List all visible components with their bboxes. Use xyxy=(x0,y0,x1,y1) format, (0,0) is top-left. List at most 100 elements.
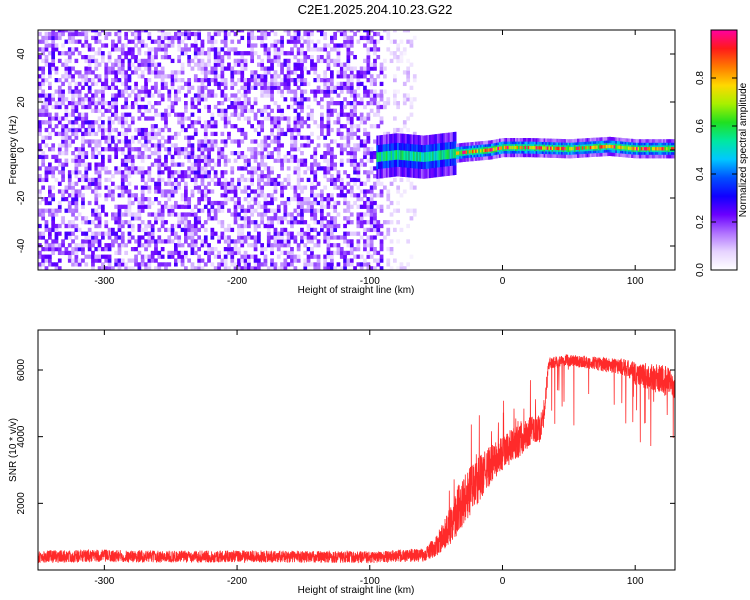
heatmap-cell xyxy=(230,189,235,194)
heatmap-cell xyxy=(230,227,235,233)
heatmap-cell xyxy=(77,112,82,117)
heatmap-cell xyxy=(187,151,192,156)
heatmap-cell xyxy=(51,58,56,64)
heatmap-cell xyxy=(333,47,338,52)
heatmap-cell xyxy=(310,162,314,167)
heatmap-cell xyxy=(134,31,138,37)
heatmap-carrier-cell xyxy=(507,145,510,150)
heatmap-cell xyxy=(290,223,294,229)
heatmap-cell xyxy=(356,166,361,171)
heatmap-carrier-cell xyxy=(554,146,557,151)
heatmap-cell xyxy=(276,58,281,64)
heatmap-cell xyxy=(94,31,99,37)
heatmap-cell xyxy=(97,223,102,229)
heatmap-cell xyxy=(84,262,89,267)
heatmap-cell xyxy=(97,31,102,37)
heatmap-cell xyxy=(197,189,202,194)
heatmap-cell xyxy=(114,101,119,106)
heatmap-cell xyxy=(257,181,261,186)
heatmap-cell xyxy=(369,247,374,252)
heatmap-cell xyxy=(227,47,231,52)
heatmap-cell xyxy=(323,35,328,41)
heatmap-cell xyxy=(230,30,235,33)
heatmap-cell xyxy=(300,70,304,75)
heatmap-cell xyxy=(104,258,109,263)
heatmap-cell xyxy=(144,143,148,148)
heatmap-cell xyxy=(247,51,251,56)
heatmap-cell xyxy=(333,200,338,206)
heatmap-cell xyxy=(117,55,122,60)
heatmap-carrier-cell xyxy=(626,146,629,150)
heatmap-cell xyxy=(190,104,195,110)
heatmap-cell xyxy=(144,104,148,110)
heatmap-cell xyxy=(290,139,294,144)
heatmap-cell xyxy=(343,39,347,44)
heatmap-cell xyxy=(200,97,205,102)
heatmap-cell xyxy=(266,177,271,183)
heatmap-cell xyxy=(276,135,281,140)
heatmap-cell xyxy=(61,239,65,244)
heatmap-cell xyxy=(111,104,115,110)
heatmap-cell xyxy=(247,262,251,267)
heatmap-cell xyxy=(147,139,152,144)
heatmap-cell xyxy=(339,131,344,137)
heatmap-cell xyxy=(61,97,65,102)
heatmap-cell xyxy=(233,193,238,198)
heatmap-cell xyxy=(184,235,188,240)
heatmap-cell xyxy=(38,85,42,90)
heatmap-cell xyxy=(247,162,251,167)
heatmap-cell xyxy=(203,143,208,148)
heatmap-cell xyxy=(91,235,95,240)
heatmap-cell xyxy=(147,166,152,171)
heatmap-cell xyxy=(187,258,192,263)
heatmap-cell xyxy=(114,85,119,90)
heatmap-cell xyxy=(253,258,258,263)
heatmap-cell xyxy=(250,139,255,144)
heatmap-cell xyxy=(386,220,391,225)
heatmap-cell xyxy=(366,189,371,194)
heatmap-cell xyxy=(333,139,338,144)
heatmap-cell xyxy=(303,266,308,270)
heatmap-cell xyxy=(217,31,221,37)
heatmap-cell xyxy=(127,231,132,236)
heatmap-cell xyxy=(247,39,251,44)
heatmap-cell xyxy=(326,81,331,87)
heatmap-cell xyxy=(127,235,132,240)
heatmap-cell xyxy=(67,135,72,140)
heatmap-cell xyxy=(283,85,288,90)
heatmap-cell xyxy=(270,223,274,229)
heatmap-cell xyxy=(81,250,85,256)
heatmap-cell xyxy=(101,131,105,137)
heatmap-cell xyxy=(127,258,132,263)
heatmap-cell xyxy=(57,170,62,175)
heatmap-cell xyxy=(130,235,135,240)
heatmap-cell xyxy=(237,58,241,64)
heatmap-cell xyxy=(320,227,324,233)
heatmap-cell xyxy=(187,235,192,240)
heatmap-cell xyxy=(276,216,281,221)
heatmap-cell xyxy=(117,223,122,229)
heatmap-cell xyxy=(140,177,145,183)
heatmap-cell xyxy=(184,104,188,110)
heatmap-cell xyxy=(310,89,314,94)
heatmap-cell xyxy=(330,151,334,156)
heatmap-cell xyxy=(160,208,165,213)
heatmap-cell xyxy=(147,93,152,98)
heatmap-cell xyxy=(253,35,258,41)
heatmap-cell xyxy=(306,31,311,37)
heatmap-cell xyxy=(217,154,221,160)
heatmap-cell xyxy=(369,220,374,225)
heatmap-cell xyxy=(409,43,414,48)
heatmap-cell xyxy=(140,258,145,263)
heatmap-cell xyxy=(87,254,92,259)
heatmap-cell xyxy=(48,200,52,206)
heatmap-cell xyxy=(174,143,178,148)
heatmap-cell xyxy=(336,223,341,229)
heatmap-cell xyxy=(170,204,175,209)
heatmap-cell xyxy=(363,131,367,137)
heatmap-cell xyxy=(333,101,338,106)
heatmap-cell xyxy=(323,197,328,202)
heatmap-carrier-cell xyxy=(478,149,481,153)
heatmap-cell xyxy=(200,154,205,160)
